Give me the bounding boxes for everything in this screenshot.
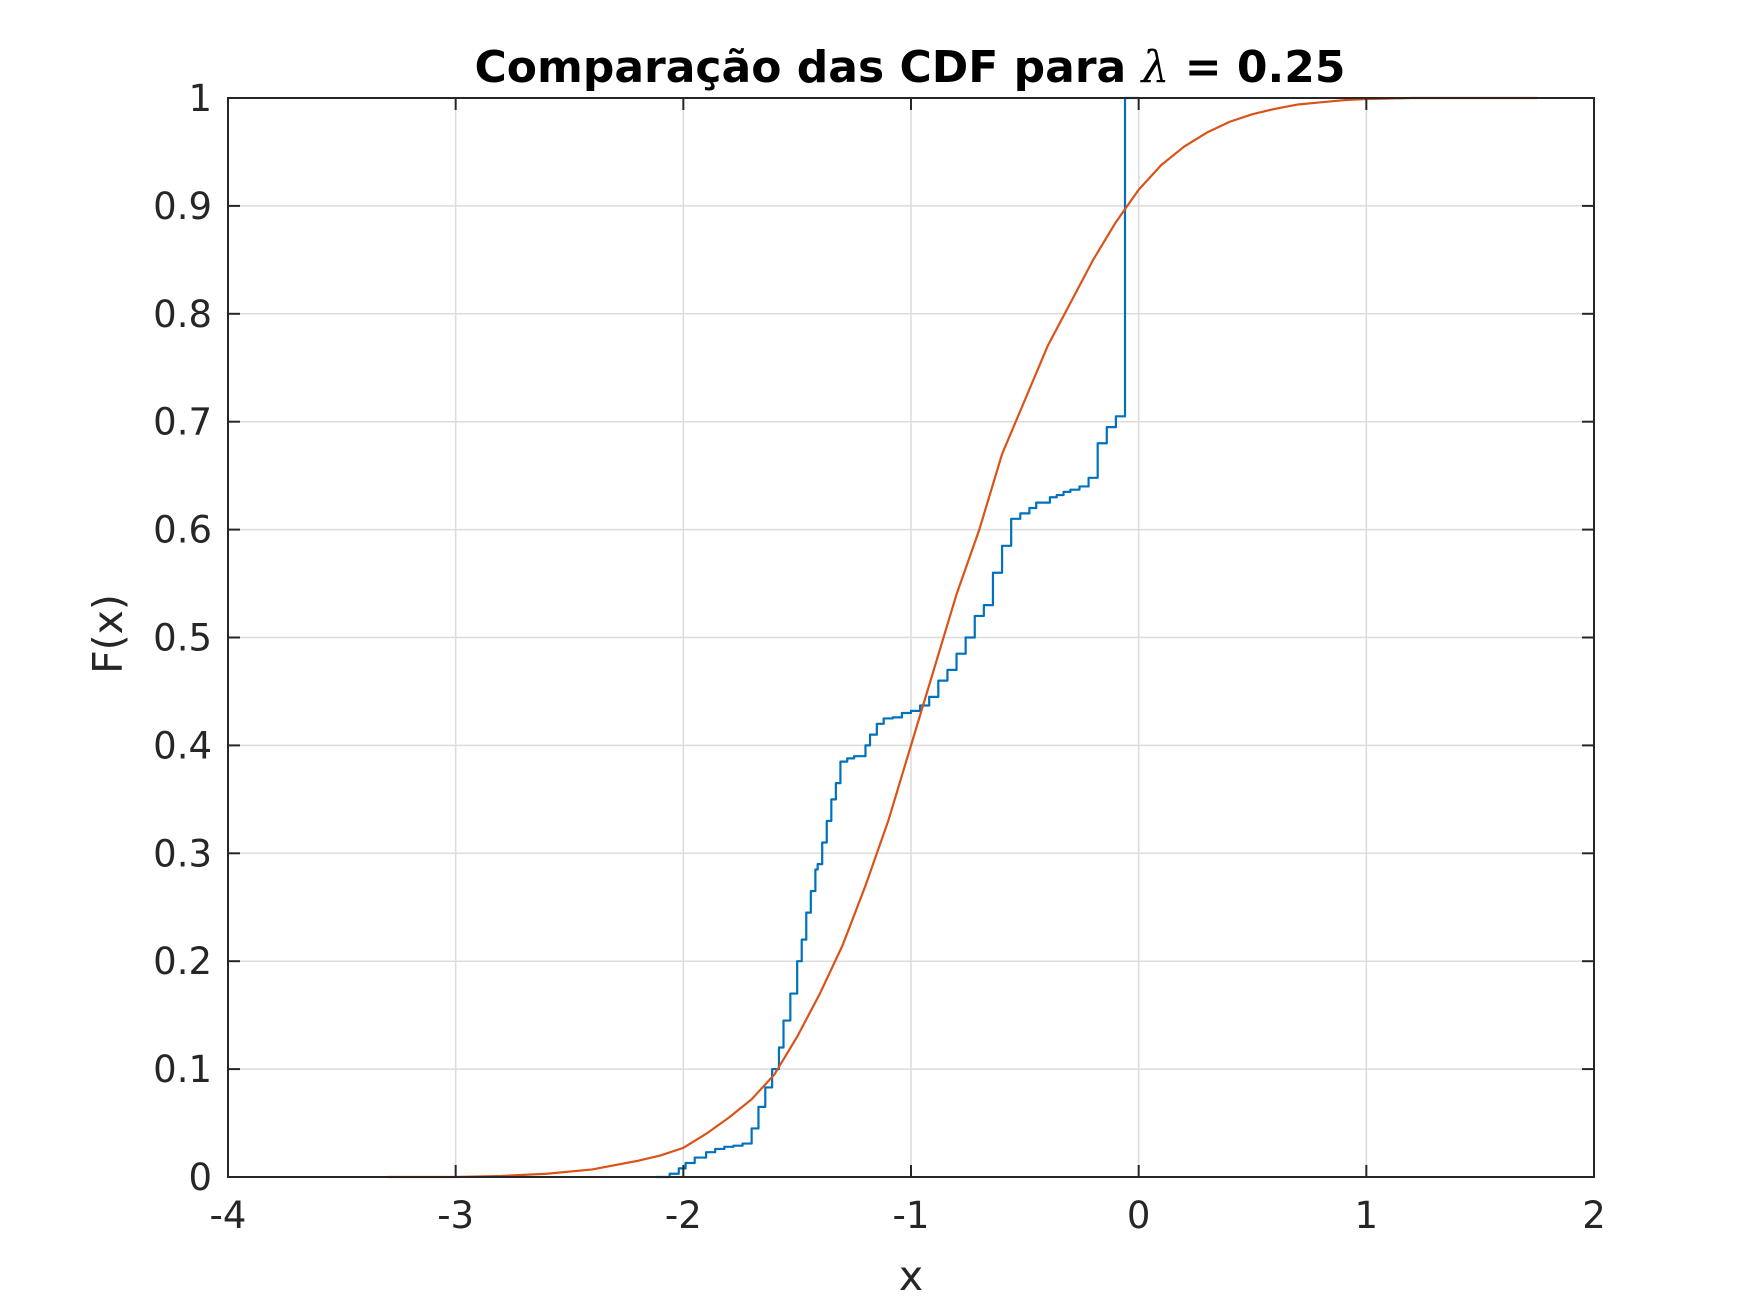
y-tick-label: 0.5 [153,617,212,660]
theoretical-cdf-line [387,96,1538,1179]
y-axis-label: F(x) [84,594,132,674]
grid-lines [228,98,1594,1177]
empirical-cdf-line [656,96,1139,1179]
chart-title-prefix: Comparação das CDF para [474,42,1141,93]
y-tick-label: 0.1 [153,1048,212,1091]
data-series [387,96,1538,1179]
x-tick-label: -4 [210,1194,247,1237]
x-tick-label: -2 [665,1194,702,1237]
y-tick-label: 0.2 [153,940,212,983]
x-tick-label: 2 [1582,1194,1606,1237]
chart-title-suffix: = 0.25 [1169,42,1345,93]
y-tick-label: 0.6 [153,509,212,552]
y-tick-label: 0.8 [153,293,212,336]
y-tick-label: 1 [188,77,212,120]
x-tick-label: -3 [437,1194,474,1237]
chart-title-lambda: λ [1140,42,1170,93]
y-tick-label: 0.3 [153,832,212,875]
x-axis-label: x [899,1252,923,1300]
x-tick-label: -1 [893,1194,930,1237]
y-tick-label: 0.7 [153,401,212,444]
x-tick-label: 1 [1355,1194,1379,1237]
y-tick-labels: 0 0.1 0.2 0.3 0.4 0.5 0.6 0.7 0.8 0.9 1 [153,77,212,1199]
x-tick-labels: -4 -3 -2 -1 0 1 2 [210,1194,1606,1237]
y-tick-label: 0.4 [153,724,212,767]
tick-marks [227,97,1595,1178]
x-tick-label: 0 [1127,1194,1151,1237]
y-tick-label: 0 [188,1156,212,1199]
y-tick-label: 0.9 [153,185,212,228]
chart-title: Comparação das CDF para λ = 0.25 [474,42,1345,93]
